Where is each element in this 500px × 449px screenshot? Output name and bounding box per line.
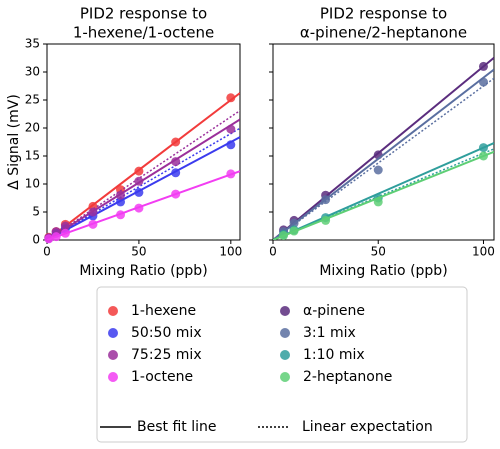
legend-label: α-pinene <box>303 303 365 319</box>
fit-line <box>273 68 494 240</box>
x-tick-label: 100 <box>219 245 242 259</box>
fit-line <box>273 56 494 240</box>
y-tick-label: 30 <box>25 65 40 79</box>
legend-label: 75:25 mix <box>131 347 202 363</box>
data-point <box>116 210 126 220</box>
expected-line <box>47 110 240 240</box>
data-point <box>171 137 181 147</box>
data-point <box>51 232 61 242</box>
data-point <box>478 77 488 87</box>
plot-frame <box>272 43 495 241</box>
legend-label: 50:50 mix <box>131 325 202 341</box>
data-point <box>226 140 236 150</box>
data-point <box>171 157 181 167</box>
x-tick-label: 100 <box>472 245 495 259</box>
y-axis-label: Δ Signal (mV) <box>6 94 22 190</box>
fit-line <box>47 170 240 240</box>
x-tick-label: 0 <box>43 245 51 259</box>
data-point <box>134 203 144 213</box>
y-tick-label: 0 <box>32 233 40 247</box>
chart-title: 1-hexene/1-octene <box>73 24 214 42</box>
data-point <box>321 215 331 225</box>
x-axis-label: Mixing Ratio (ppb) <box>319 263 447 279</box>
y-tick-label: 10 <box>25 177 40 191</box>
data-point <box>171 189 181 199</box>
data-point <box>373 165 383 175</box>
legend-label: 2-heptanone <box>303 369 392 385</box>
y-tick-label: 25 <box>25 93 40 107</box>
data-point <box>134 176 144 186</box>
data-point <box>226 93 236 103</box>
legend-marker <box>280 306 290 316</box>
data-point <box>478 151 488 161</box>
data-point <box>373 197 383 207</box>
legend-marker <box>108 372 118 382</box>
legend-label: Best fit line <box>137 419 216 435</box>
legend-label: Linear expectation <box>302 419 433 435</box>
legend-marker <box>280 328 290 338</box>
data-point <box>88 219 98 229</box>
chart-title: α-pinene/2-heptanone <box>300 24 467 42</box>
fit-line <box>47 118 240 240</box>
data-point <box>88 207 98 217</box>
fit-line <box>47 92 240 240</box>
x-axis-label: Mixing Ratio (ppb) <box>79 263 207 279</box>
data-point <box>321 195 331 205</box>
x-tick-label: 50 <box>131 245 146 259</box>
data-point <box>478 143 488 153</box>
legend-label: 1-octene <box>131 369 193 385</box>
data-point <box>289 218 299 228</box>
data-point <box>279 231 289 241</box>
data-point <box>116 197 126 207</box>
plot-frame <box>46 43 241 241</box>
fit-line <box>273 142 494 240</box>
expected-line <box>47 127 240 240</box>
data-point <box>226 169 236 179</box>
fit-line <box>273 150 494 240</box>
legend-marker <box>108 306 118 316</box>
legend-box <box>96 286 468 443</box>
y-tick-label: 20 <box>25 121 40 135</box>
data-point <box>60 228 70 238</box>
chart-title: PID2 response to <box>80 5 207 23</box>
y-tick-label: 35 <box>25 37 40 51</box>
chart-title: PID2 response to <box>320 5 447 23</box>
expected-line <box>273 77 494 240</box>
data-point <box>60 221 70 231</box>
data-point <box>478 61 488 71</box>
data-point <box>134 166 144 176</box>
legend-marker <box>108 328 118 338</box>
y-tick-label: 15 <box>25 149 40 163</box>
data-point <box>226 124 236 134</box>
data-point <box>289 226 299 236</box>
fit-line <box>47 136 240 240</box>
legend-label: 1-hexene <box>131 303 196 319</box>
legend-label: 1:10 mix <box>303 347 365 363</box>
y-tick-label: 5 <box>32 205 40 219</box>
x-tick-label: 50 <box>371 245 386 259</box>
legend-marker <box>280 372 290 382</box>
legend-marker <box>108 350 118 360</box>
legend-label: 3:1 mix <box>303 325 356 341</box>
data-point <box>171 168 181 178</box>
data-point <box>44 234 54 244</box>
x-tick-label: 0 <box>269 245 277 259</box>
data-point <box>134 187 144 197</box>
data-point <box>116 190 126 200</box>
legend-marker <box>280 350 290 360</box>
